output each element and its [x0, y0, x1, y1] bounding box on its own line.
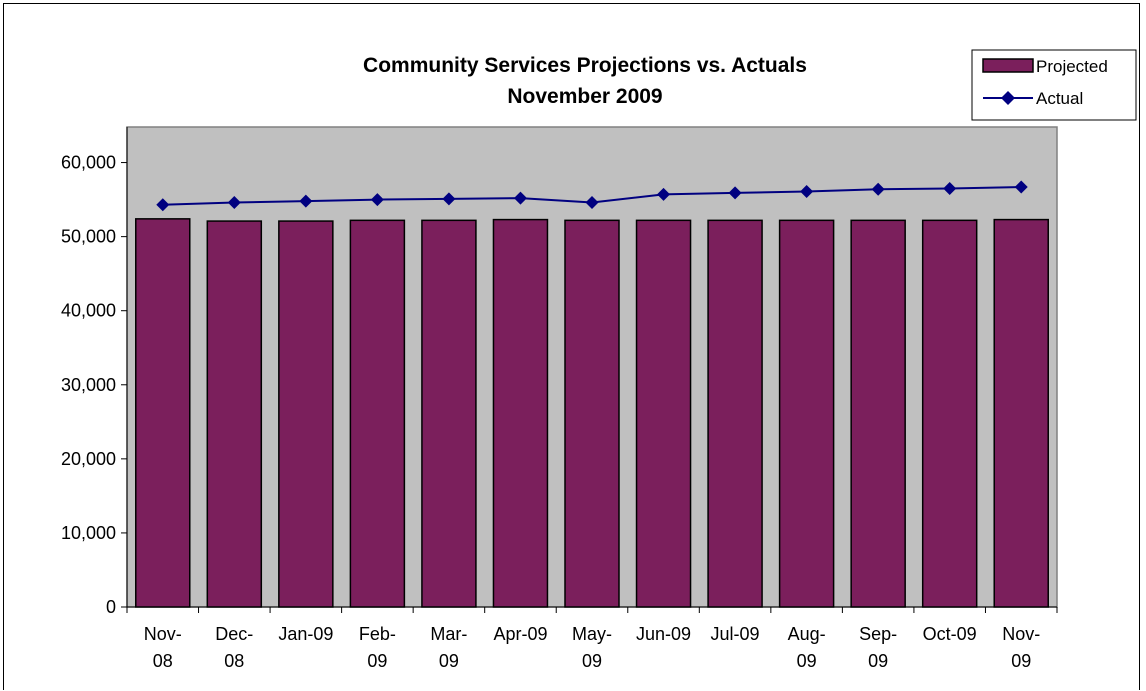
- point-actual: [871, 182, 885, 196]
- y-tick-label: 40,000: [61, 301, 116, 321]
- y-tick-label: 0: [106, 597, 116, 617]
- bar-projected: [850, 219, 906, 608]
- x-tick-label: Dec-08: [215, 624, 253, 671]
- bar-projected: [349, 219, 406, 608]
- x-tick-label: Jul-09: [711, 624, 760, 644]
- point-actual: [227, 196, 241, 210]
- bar-projected: [778, 219, 835, 608]
- legend-projected-swatch: [982, 58, 1034, 73]
- bar-projected: [921, 219, 978, 608]
- bar-projected: [707, 219, 763, 608]
- x-tick-label: Jun-09: [636, 624, 691, 644]
- point-actual: [800, 184, 814, 198]
- x-tick-label: Aug-09: [788, 624, 826, 671]
- legend-projected-label: Projected: [1036, 57, 1108, 76]
- x-tick-label: Oct-09: [923, 624, 977, 644]
- bar-projected: [564, 219, 620, 608]
- chart-frame: [3, 3, 1140, 690]
- point-actual: [585, 196, 599, 210]
- y-tick-label: 10,000: [61, 523, 116, 543]
- chart-subtitle: November 2009: [507, 85, 662, 108]
- point-actual: [943, 181, 957, 195]
- y-tick-label: 20,000: [61, 449, 116, 469]
- x-tick-label: Jan-09: [278, 624, 333, 644]
- x-tick-label: Sep-09: [859, 624, 897, 671]
- point-actual: [299, 194, 313, 208]
- bar-projected: [135, 218, 191, 608]
- bar-projected: [492, 218, 549, 608]
- point-actual: [156, 198, 170, 212]
- point-actual: [1014, 180, 1028, 194]
- point-actual: [728, 186, 742, 200]
- x-tick-label: Mar-09: [430, 624, 467, 671]
- legend-actual-marker: [1001, 91, 1015, 105]
- y-tick-label: 30,000: [61, 375, 116, 395]
- legend: Projected Actual: [971, 49, 1137, 121]
- bar-projected: [421, 219, 477, 608]
- bar-projected: [206, 220, 263, 608]
- legend-actual-label: Actual: [1036, 89, 1083, 108]
- x-tick-label: Apr-09: [493, 624, 547, 644]
- point-actual: [370, 193, 384, 207]
- x-tick-label: Feb-09: [359, 624, 396, 671]
- point-actual: [442, 192, 456, 206]
- bar-projected: [993, 218, 1049, 608]
- y-tick-label: 50,000: [61, 227, 116, 247]
- bar-projected: [635, 219, 692, 608]
- point-actual: [657, 187, 671, 201]
- y-tick-label: 60,000: [61, 153, 116, 173]
- x-tick-label: May-09: [572, 624, 612, 671]
- bar-projected: [278, 220, 334, 608]
- point-actual: [513, 191, 527, 205]
- chart-title: Community Services Projections vs. Actua…: [363, 54, 807, 77]
- x-tick-label: Nov-08: [144, 624, 182, 671]
- x-tick-label: Nov-09: [1002, 624, 1040, 671]
